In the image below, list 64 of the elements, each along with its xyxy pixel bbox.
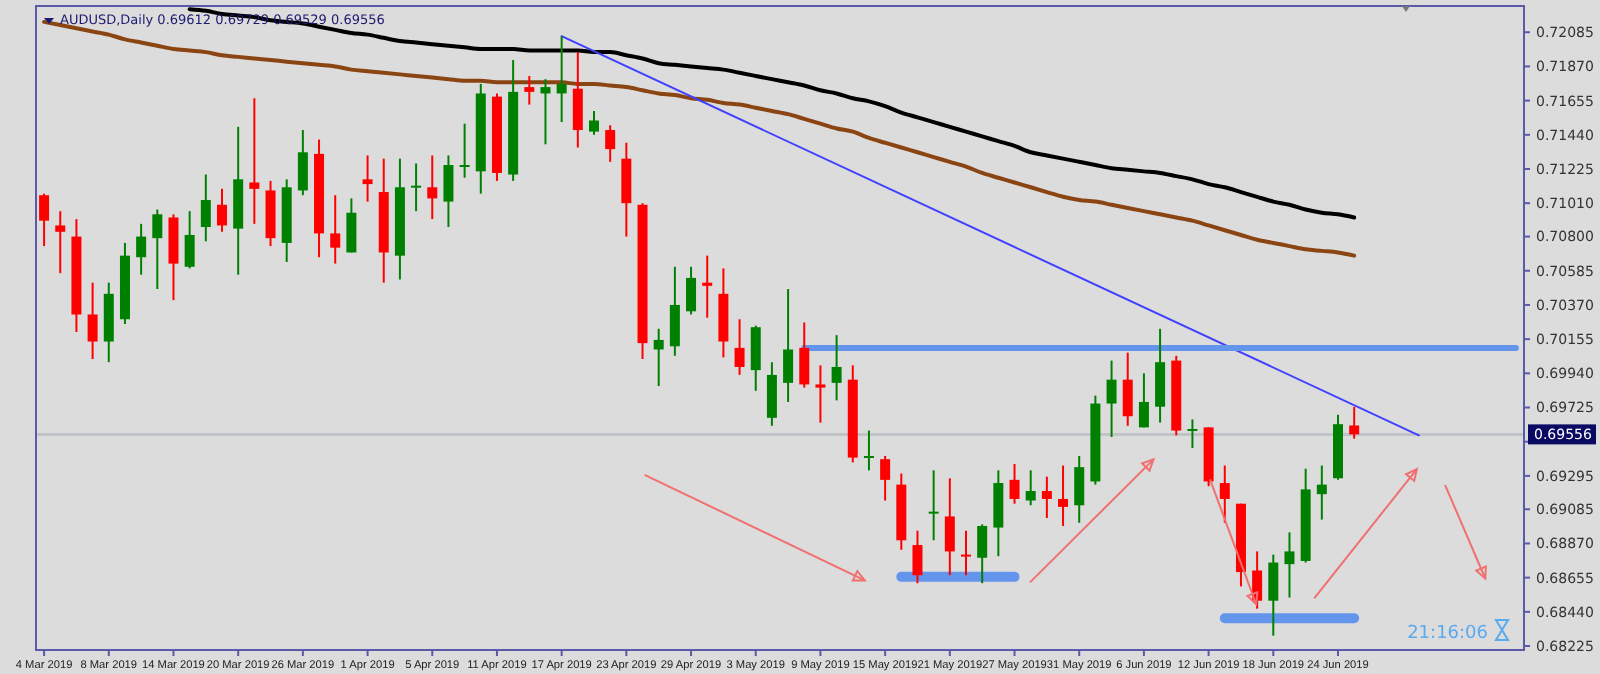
candlestick <box>653 327 664 388</box>
candlestick <box>831 334 842 402</box>
candlestick <box>184 210 195 270</box>
candlestick <box>1009 462 1020 505</box>
candlestick <box>734 318 745 376</box>
candlestick <box>362 154 373 203</box>
candlestick <box>265 179 276 248</box>
candlestick <box>702 254 713 319</box>
candlestick <box>556 35 567 124</box>
candlestick <box>411 162 422 213</box>
candlestick <box>993 469 1004 558</box>
annotation: 21:16:06 <box>1407 624 1489 644</box>
candlestick <box>1268 553 1279 637</box>
candlestick <box>1284 531 1295 599</box>
candlestick <box>686 265 697 316</box>
candlestick <box>912 529 923 585</box>
candlestick <box>799 321 810 389</box>
candlestick <box>1041 475 1052 520</box>
candlestick <box>1106 359 1117 438</box>
candlestick <box>944 477 955 577</box>
candlestick <box>1187 418 1198 450</box>
candlestick <box>605 124 616 163</box>
candlestick <box>152 208 163 291</box>
line-series <box>42 18 1357 258</box>
candlestick <box>217 187 227 233</box>
candlestick <box>1058 464 1069 527</box>
candlestick <box>1122 351 1133 427</box>
candlestick <box>443 154 454 229</box>
candlestick <box>168 213 179 302</box>
candlestick <box>766 361 777 427</box>
candlestick <box>524 74 535 106</box>
candlestick <box>880 455 891 502</box>
candlestick <box>1219 464 1230 524</box>
candlestick <box>669 265 680 357</box>
candlestick <box>572 51 583 149</box>
candlestick <box>39 192 50 248</box>
candlestick <box>815 364 826 424</box>
candlestick <box>459 122 470 179</box>
candlestick <box>136 222 147 276</box>
candlestick <box>783 288 794 403</box>
candlestick <box>718 267 729 359</box>
candlestick <box>1074 455 1085 524</box>
candlestick <box>750 324 761 392</box>
candlestick <box>87 281 98 361</box>
candlestick <box>1155 327 1166 424</box>
candlestick <box>1025 469 1036 507</box>
candlestick <box>346 197 357 254</box>
candlestick <box>540 78 551 146</box>
candlestick <box>1349 405 1360 440</box>
candlestick <box>249 97 260 225</box>
candlestick <box>589 109 599 136</box>
candlestick <box>55 210 66 275</box>
candlestick <box>1138 372 1149 429</box>
candlestick <box>977 523 988 585</box>
candlestick <box>1316 464 1327 521</box>
candlestick <box>961 529 971 577</box>
candlestick <box>297 129 308 197</box>
candlestick <box>103 281 114 364</box>
candlestick <box>863 429 874 472</box>
candlestick <box>621 141 632 238</box>
candlestick <box>928 469 939 542</box>
candlestick <box>330 194 341 265</box>
candlestick <box>427 154 438 221</box>
candlestick <box>200 173 211 243</box>
